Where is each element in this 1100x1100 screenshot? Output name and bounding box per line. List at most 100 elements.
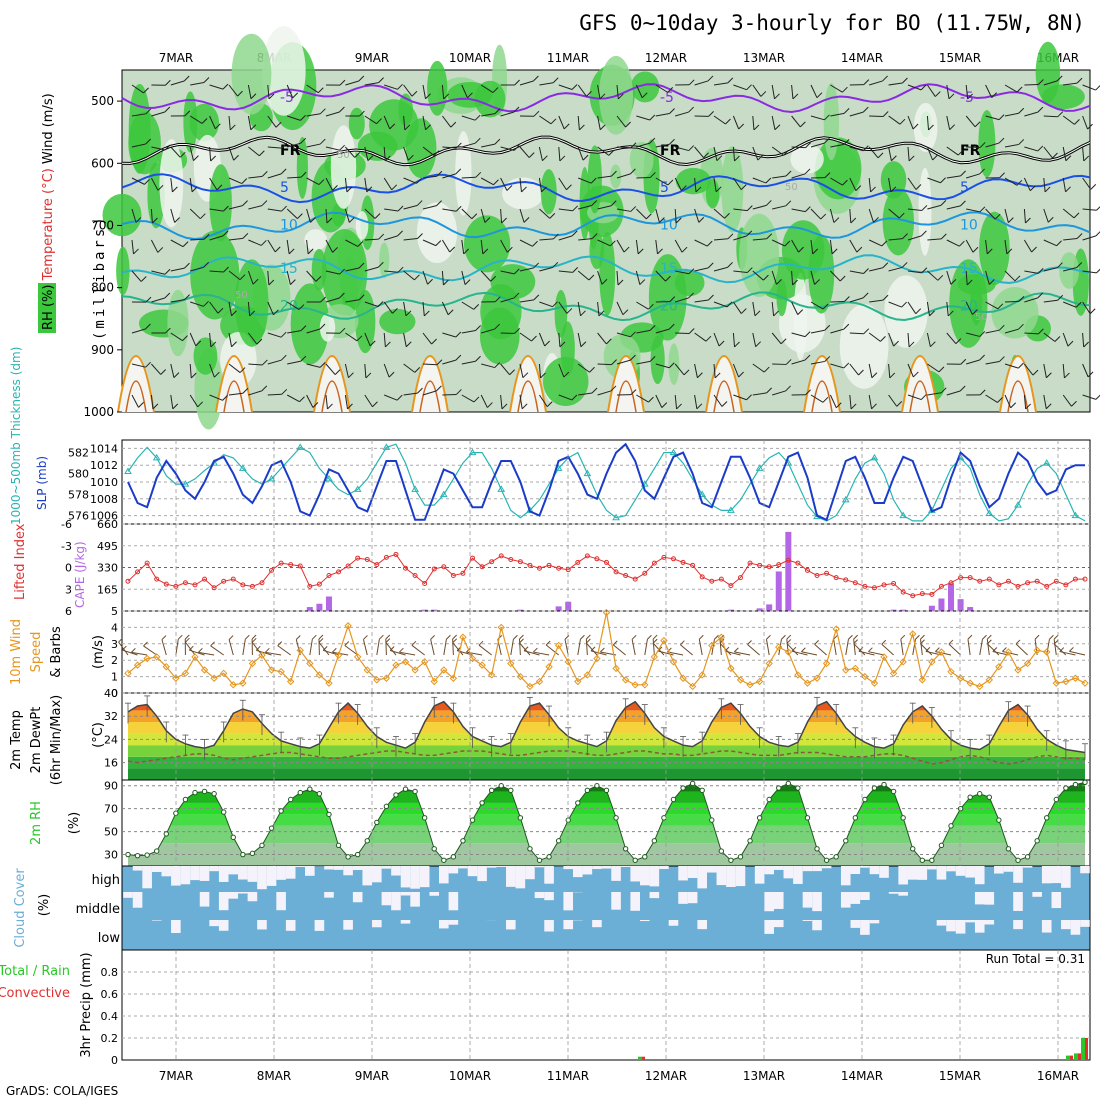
wind-barb — [286, 301, 300, 310]
cloud-unit-label: (%) — [37, 894, 52, 917]
wind-barb-flag — [967, 93, 973, 100]
wind-barb — [674, 239, 683, 253]
wind-barb — [927, 238, 942, 241]
wind-barb-10m — [242, 639, 246, 656]
wind-barb-flag — [513, 145, 520, 151]
wind-barb — [519, 267, 534, 272]
cloud-cell — [572, 866, 583, 878]
wind-barb — [616, 332, 631, 338]
wind-barb — [869, 80, 883, 86]
wind-barb-10m — [698, 639, 703, 656]
wind-barb-10m-flag — [747, 640, 752, 645]
wind-barb-flag — [1016, 179, 1023, 186]
cloud-cell — [400, 866, 411, 888]
wind-barb — [500, 270, 515, 275]
wind-barb-10m-flag — [920, 639, 925, 645]
wind-barb-flag — [455, 168, 462, 175]
wind-barb-flag — [1047, 216, 1054, 223]
wind-barb-flag — [727, 77, 734, 84]
cloud-cell — [563, 892, 574, 911]
wind-barb-flag — [281, 388, 288, 395]
cloud-cell — [486, 866, 497, 868]
wind-barb — [926, 332, 931, 347]
temp-contour-label: 5 — [960, 180, 969, 196]
wind-barb-flag — [746, 394, 752, 401]
precip-tick-label: 0 — [111, 1054, 118, 1067]
wind-barb-10m-flag — [143, 641, 148, 647]
wind-barb-flag — [378, 233, 385, 240]
rh-blob — [648, 254, 687, 341]
wind-barb-10m-flag — [244, 634, 250, 640]
rh-marker — [211, 791, 217, 797]
wind-barb — [1063, 267, 1077, 272]
cloud-cell — [783, 866, 794, 879]
wind-barb — [1023, 208, 1026, 223]
wind-barb — [189, 332, 197, 347]
rh-blob — [599, 231, 616, 316]
lifted-index-marker — [135, 569, 141, 575]
cloud-cell — [946, 866, 956, 872]
rh-series — [125, 779, 1088, 863]
cloud-cell — [180, 866, 191, 885]
lifted-index-marker — [537, 565, 543, 571]
wind-barb — [752, 363, 765, 373]
wind-barb — [1024, 297, 1038, 303]
wind-barb — [538, 363, 542, 378]
wind-barb-flag — [464, 279, 471, 285]
thickness-tick-label: 580 — [68, 468, 89, 481]
wind-barb-10m — [644, 639, 648, 656]
wind-barb-flag — [280, 331, 287, 338]
wind-barb-10m — [161, 639, 167, 656]
wind-barb-flag — [203, 300, 209, 307]
wind-speed-marker — [995, 663, 1003, 671]
wind-barb — [248, 205, 263, 210]
wind-barb-flag — [863, 268, 869, 274]
lifted-index-marker — [546, 562, 552, 568]
li-tick-label: 3 — [65, 583, 72, 596]
wind-barb-flag — [443, 93, 450, 100]
cloud-cell — [151, 920, 162, 921]
heat-spike — [117, 355, 155, 413]
wind-barb — [364, 177, 368, 192]
wind-barb-flag — [250, 93, 257, 100]
wind-barb-10m — [452, 642, 464, 656]
wind-barb — [830, 112, 845, 117]
wind-barb-flag — [563, 371, 570, 378]
rh-marker — [929, 857, 935, 863]
temp-contour-label: 20 — [660, 298, 678, 314]
wind-barb-flag — [804, 168, 811, 175]
wind-barb — [558, 115, 565, 130]
precip-conv-bar — [1070, 1055, 1073, 1060]
wind-barb-10m — [920, 643, 933, 656]
wind-barb — [810, 360, 825, 365]
wind-barb — [480, 84, 494, 93]
wind-barb-flag — [609, 240, 616, 247]
wind-barb — [1043, 394, 1047, 409]
lifted-index-marker — [422, 580, 428, 586]
wind-speed-marker — [162, 663, 170, 671]
wind-barb-flag — [197, 401, 204, 408]
lifted-index-marker — [814, 572, 820, 578]
wind-barb-flag — [1076, 262, 1083, 268]
cloud-cell — [209, 920, 219, 927]
wind-barb — [267, 301, 274, 316]
lifted-index-marker — [690, 562, 696, 568]
wind-barb-flag — [433, 150, 440, 156]
wind-barb — [791, 332, 806, 338]
wind-barb-flag — [835, 402, 842, 409]
rh-blob — [839, 303, 889, 389]
wind-barb-10m — [719, 639, 722, 656]
wind-barb-flag — [377, 261, 384, 268]
rh-marker — [221, 809, 227, 815]
wind-barb — [577, 270, 590, 281]
cloud-cell — [697, 866, 707, 889]
wind-barb — [985, 84, 993, 98]
slp-tick-label: 1014 — [90, 442, 118, 455]
wind-barb-10m-flag — [1002, 647, 1007, 652]
wind-barb-flag — [339, 268, 346, 275]
wind-barb-10m — [1069, 650, 1086, 656]
wind-barb-10m — [967, 639, 971, 656]
wind-barb-flag — [902, 233, 908, 240]
wind-barb — [286, 84, 294, 99]
